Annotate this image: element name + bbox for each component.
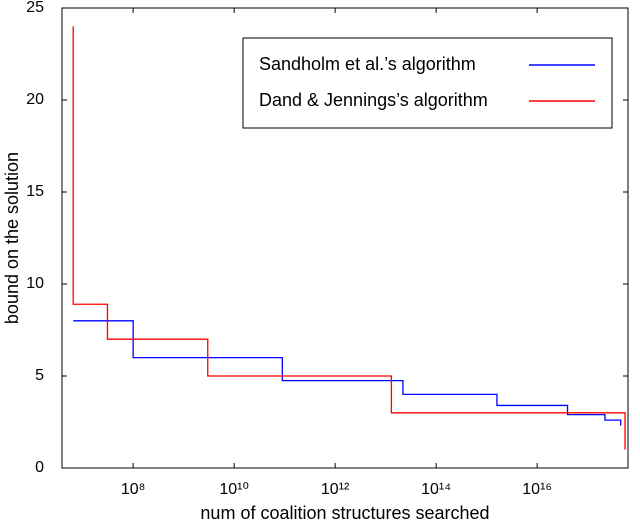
y-tick-label: 15 [26, 183, 44, 200]
legend-box [242, 37, 613, 129]
series-line [72, 26, 626, 450]
y-tick-label: 20 [26, 91, 44, 108]
x-tick-label: 10¹⁶ [522, 481, 552, 498]
plot-frame [61, 7, 629, 469]
x-tick-label: 10¹⁴ [421, 481, 451, 498]
x-axis-label: num of coalition structures searched [200, 503, 489, 523]
y-tick-label: 10 [26, 275, 44, 292]
y-axis-label: bound on the solution [2, 152, 22, 324]
legend-label: Dand & Jennings’s algorithm [259, 90, 488, 110]
legend-label: Sandholm et al.’s algorithm [259, 54, 476, 74]
x-tick-label: 10⁸ [121, 481, 146, 498]
y-tick-label: 0 [35, 459, 44, 476]
x-tick-label: 10¹² [321, 481, 350, 498]
x-tick-label: 10¹⁰ [219, 481, 249, 498]
y-tick-label: 5 [35, 367, 44, 384]
series-line [73, 320, 622, 426]
y-tick-label: 25 [26, 0, 44, 16]
